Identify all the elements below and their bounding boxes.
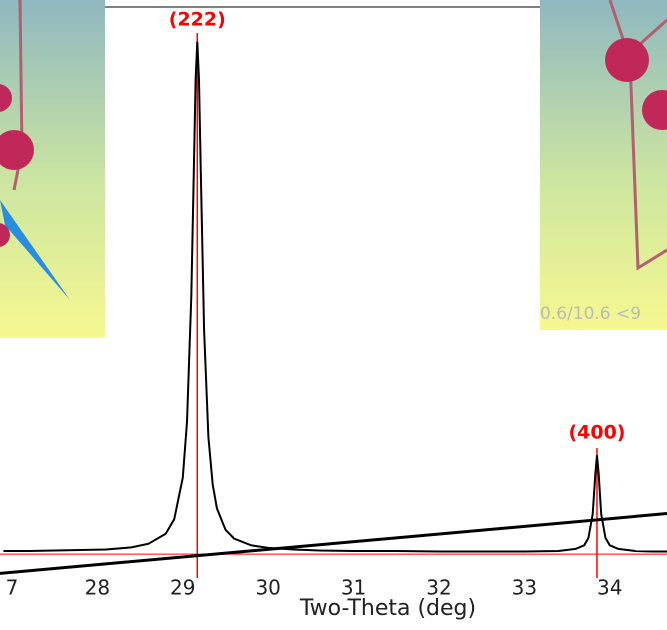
x-tick-label: 29 (170, 576, 195, 600)
background-line (0, 514, 667, 574)
inset-right: 0.6/10.6 <9 (540, 0, 667, 330)
inset-left (0, 0, 105, 338)
x-tick-label: 28 (85, 576, 110, 600)
atom (605, 38, 649, 82)
peak-label: (400) (568, 422, 625, 444)
x-tick-label: 32 (426, 576, 451, 600)
x-tick-label: 34 (597, 576, 622, 600)
x-tick-label: 31 (341, 576, 366, 600)
x-tick-label: 33 (512, 576, 537, 600)
inset-text: 0.6/10.6 <9 (540, 304, 641, 324)
x-tick-label: 30 (255, 576, 280, 600)
inset-bg (540, 0, 667, 330)
x-axis-title: Two-Theta (deg) (299, 596, 476, 621)
x-tick-label: 7 (6, 576, 19, 600)
chart: (222) (400) 0.6/10.6 <9 Two-Theta (deg) 7… (0, 0, 667, 626)
peak-label: (222) (169, 9, 226, 31)
